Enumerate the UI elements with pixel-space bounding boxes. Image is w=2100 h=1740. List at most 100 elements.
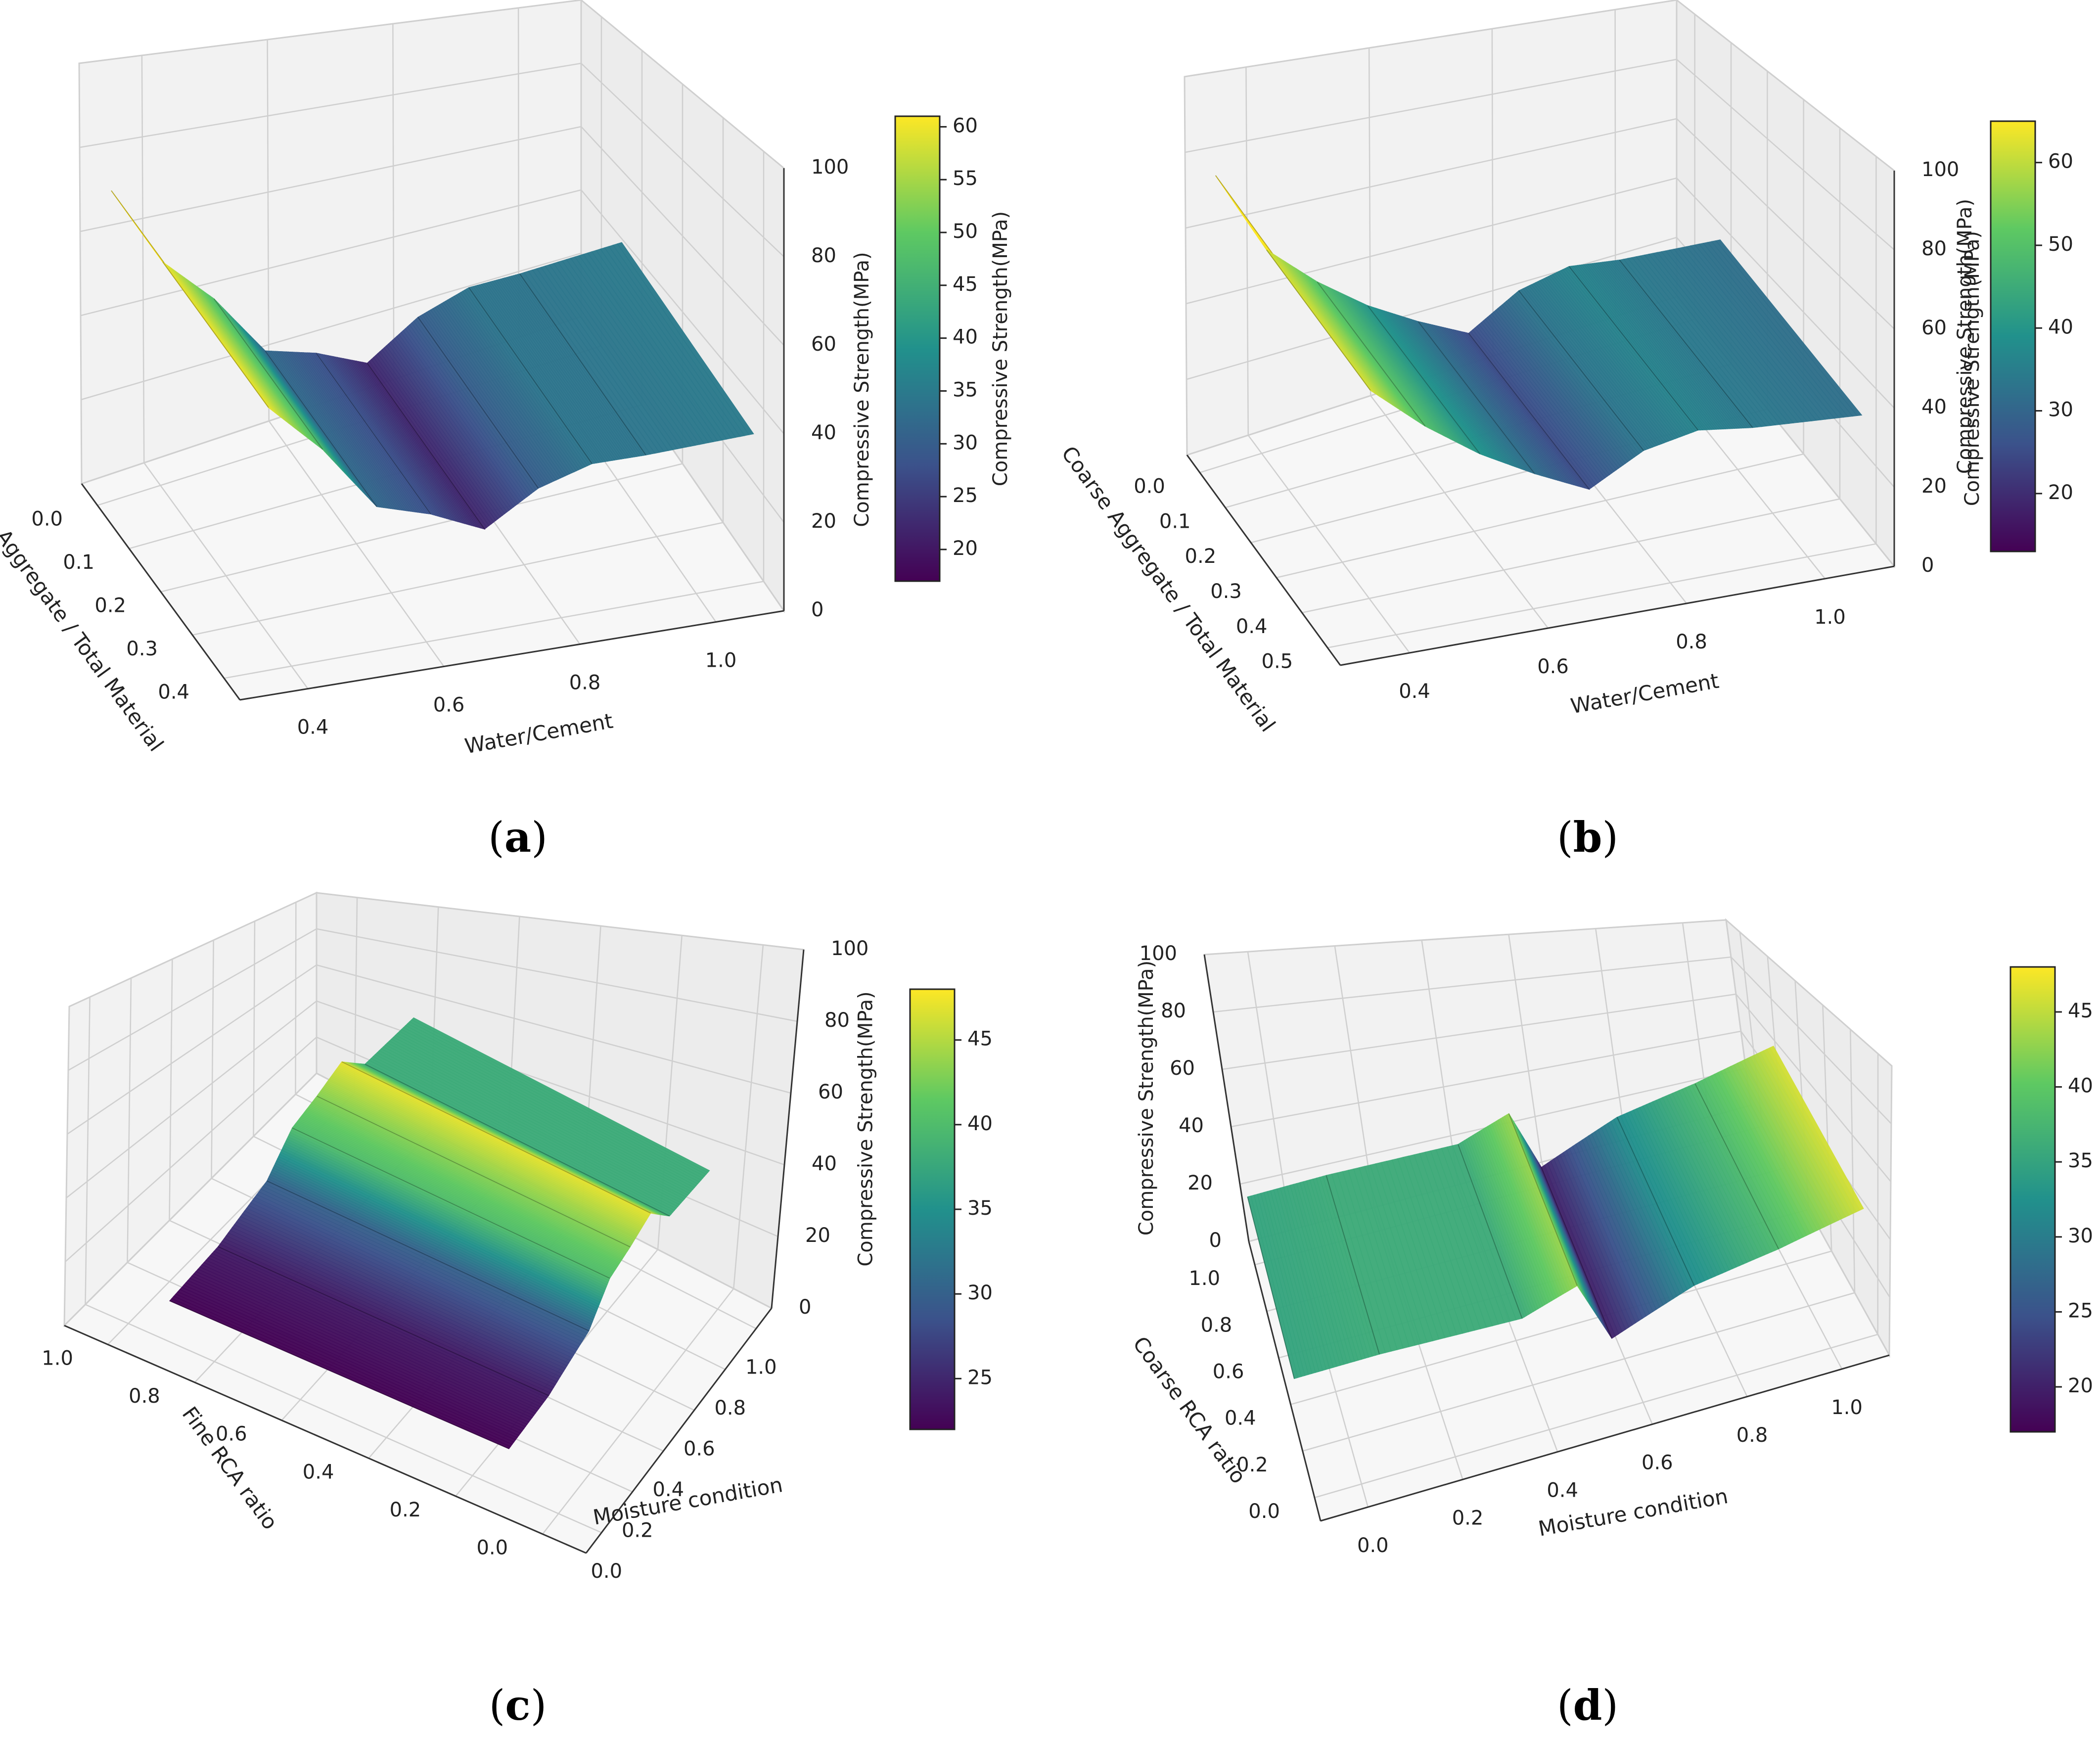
colorbar-label: Compressive Strength(MPa) [989, 211, 1012, 486]
y-axis-line [1340, 565, 1895, 666]
x-tick-label: 0.2 [94, 595, 126, 617]
x-tick-label: 0.3 [1210, 580, 1242, 603]
x-tick-label: 0.5 [1262, 650, 1293, 673]
surface-ridge [1568, 266, 1699, 431]
x-axis-line [1248, 1241, 1322, 1521]
z-gridline [67, 964, 791, 1135]
x-tick-label: 0.0 [31, 508, 63, 531]
y-tick-label: 1.0 [705, 649, 737, 672]
y-tick-label: 0.4 [652, 1478, 684, 1501]
z-axis-line [771, 949, 805, 1309]
floor-gridline [160, 463, 683, 593]
panel-letter-text: a [504, 813, 531, 862]
surface-ridge [1458, 1144, 1523, 1319]
surface-ridge [341, 1061, 651, 1214]
colorbar [2009, 966, 2056, 1433]
y-tick-label: 0.6 [684, 1437, 715, 1460]
x-axis-line [64, 1325, 587, 1554]
z-gridline [1222, 993, 1891, 1182]
z-axis-label: Compressive Strength(MPa) [851, 252, 873, 527]
colorbar-tick-label: 35 [967, 1197, 993, 1220]
surface-ridge [218, 1246, 549, 1396]
y-tick-label: 1.0 [745, 1356, 777, 1378]
y-axis-line [239, 610, 784, 701]
wall-gridline [733, 945, 764, 1289]
x-tick-label: 0.0 [1134, 475, 1165, 498]
surface-ridge [417, 317, 539, 489]
y-tick-label: 0.6 [1642, 1452, 1673, 1474]
z-tick-label: 20 [811, 510, 836, 533]
surface-ridge [468, 287, 593, 464]
surface-ridge [316, 353, 431, 514]
z-tick-label: 40 [1179, 1114, 1204, 1137]
z-gridline [69, 892, 804, 1007]
wall-gridline [141, 55, 145, 463]
y-tick-label: 1.0 [1814, 606, 1846, 629]
wall-gridline [1508, 934, 1543, 1162]
wall-gridline [1595, 928, 1626, 1140]
z-tick-label: 100 [1140, 942, 1177, 965]
colorbar-tick-label: 25 [2068, 1299, 2093, 1322]
surface-ridge [1518, 290, 1644, 451]
colorbar-tick-label: 30 [2048, 399, 2073, 421]
x-tick-label: 0.2 [390, 1499, 421, 1521]
colorbar-tick-label: 45 [2068, 1000, 2093, 1022]
x-tick-label: 0.3 [126, 638, 158, 660]
y-tick-label: 0.8 [1676, 631, 1707, 653]
colorbar-tick-label: 45 [953, 273, 978, 296]
chart-panel-d: 1.0 0.8 0.6 0.4 0.2 0.0 0.0 0.2 0.4 0.6 0.8 1.0 0 20 4… [1128, 918, 2093, 1730]
x-tick-label: 1.0 [42, 1347, 73, 1370]
colorbar-tick-label: 40 [2048, 316, 2073, 338]
colorbar-tick-label: 60 [2048, 150, 2073, 173]
panel-label: (a) [488, 813, 548, 862]
x-tick-label: 0.4 [158, 681, 189, 703]
z-tick-label: 80 [1161, 1000, 1186, 1022]
y-tick-label: 0.2 [622, 1519, 653, 1542]
surface-facet [617, 242, 754, 435]
x-tick-label: 0.2 [1185, 545, 1217, 568]
panel-label: (c) [489, 1681, 547, 1730]
z-tick-label: 60 [1170, 1057, 1195, 1080]
colorbar-tick-label: 60 [953, 114, 978, 137]
colorbar-tick-label: 30 [967, 1282, 993, 1304]
colorbar-tick-label: 50 [953, 220, 978, 243]
floor-gridline [542, 1288, 734, 1535]
floor-gridline [1302, 498, 1840, 613]
surface-ridge [1317, 281, 1426, 427]
surface-ridge [292, 1127, 610, 1279]
floor-gridline [1314, 1333, 1878, 1499]
wall-gridline [169, 959, 173, 1221]
y-tick-label: 0.2 [1452, 1507, 1484, 1529]
x-tick-label: 0.6 [1213, 1360, 1244, 1383]
floor-gridline [1370, 395, 1549, 629]
z-tick-label: 0 [811, 598, 823, 621]
x-axis-line [1186, 455, 1341, 666]
colorbar-label: Compressive Strength(MPa) [1954, 199, 1976, 474]
x-tick-label: 0.8 [1201, 1314, 1233, 1336]
colorbar-tick-label: 20 [2048, 481, 2073, 504]
floor-gridline [1247, 435, 1411, 653]
z-tick-label: 0 [1921, 554, 1934, 577]
surface-facet [411, 1017, 710, 1173]
surface-ridge [1468, 333, 1590, 490]
x-tick-label: 0.1 [1159, 510, 1191, 533]
z-gridline [66, 1000, 785, 1198]
z-tick-label: 100 [831, 937, 868, 960]
y-tick-label: 0.0 [591, 1560, 622, 1583]
chart-panel-a: 0.00.10.20.30.40.40.60.81.0020406080100F… [0, 0, 1012, 862]
wall-gridline [1247, 951, 1291, 1231]
surface-ridge [169, 1300, 509, 1450]
z-tick-label: 40 [1921, 396, 1947, 418]
z-gridline [1186, 177, 1895, 409]
surface-ridge [1367, 305, 1481, 455]
floor-gridline [1276, 453, 1804, 579]
x-tick-label: 0.4 [1236, 615, 1268, 638]
z-tick-label: 100 [811, 156, 849, 179]
x-tick-label: 0.2 [1236, 1454, 1268, 1476]
y-tick-label: 0.0 [1357, 1534, 1389, 1557]
chart-panel-c: 1.00.80.60.40.20.00.00.20.40.60.81.00204… [42, 891, 993, 1730]
z-gridline [1185, 58, 1895, 250]
floor-gridline [1327, 543, 1876, 648]
surface-ridge [1619, 260, 1753, 428]
colorbar-tick-label: 20 [953, 537, 978, 560]
